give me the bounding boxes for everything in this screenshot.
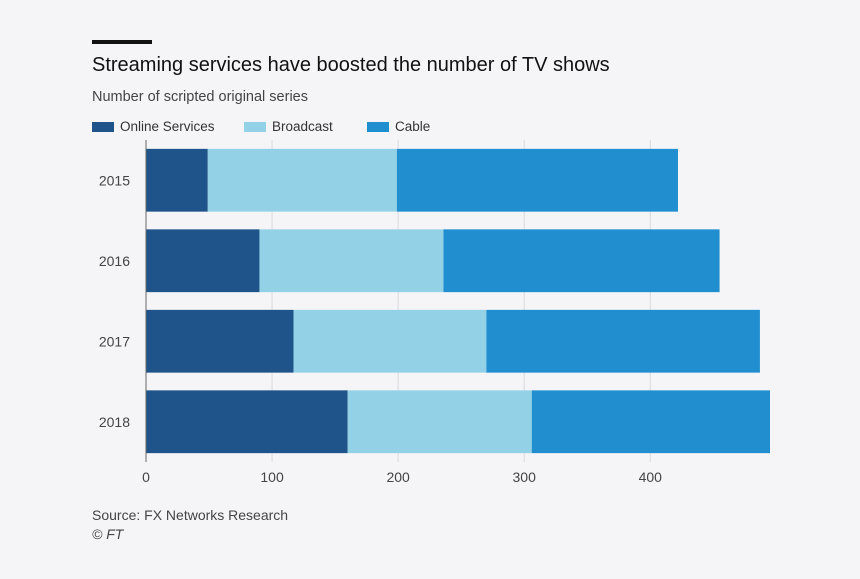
y-tick-label-2017: 2017 (99, 333, 130, 349)
x-tick-label-400: 400 (639, 469, 663, 485)
x-tick-label-200: 200 (386, 469, 410, 485)
legend-swatch-online-services (92, 121, 114, 132)
bar-broadcast-2018 (347, 390, 532, 454)
bar-online-services-2016 (146, 229, 260, 293)
source-note: Source: FX Networks Research (92, 507, 289, 523)
bar-cable-2017 (486, 309, 760, 373)
bar-broadcast-2017 (293, 309, 487, 373)
legend-item-broadcast: Broadcast (244, 119, 333, 134)
x-tick-label-100: 100 (260, 469, 284, 485)
bar-cable-2016 (443, 229, 720, 293)
chart-title: Streaming services have boosted the numb… (92, 54, 610, 76)
bar-cable-2018 (531, 390, 770, 454)
y-tick-label-2018: 2018 (99, 414, 130, 430)
bar-cable-2015 (396, 148, 678, 212)
title-accent-rule (92, 40, 152, 44)
credit-note: © FT (92, 526, 124, 542)
x-tick-label-300: 300 (513, 469, 537, 485)
chart-subtitle: Number of scripted original series (92, 89, 308, 105)
legend-item-cable: Cable (367, 119, 430, 134)
legend-label-cable: Cable (395, 119, 431, 134)
legend-swatch-broadcast (244, 121, 266, 132)
legend-item-online-services: Online Services (92, 119, 215, 134)
bar-broadcast-2016 (259, 229, 444, 293)
bar-online-services-2018 (146, 390, 348, 454)
x-tick-label-0: 0 (142, 469, 150, 485)
legend-label-broadcast: Broadcast (272, 119, 333, 134)
legend-label-online-services: Online Services (120, 119, 215, 134)
y-tick-label-2015: 2015 (99, 172, 130, 188)
bar-broadcast-2015 (207, 148, 397, 212)
bar-online-services-2015 (146, 148, 208, 212)
y-tick-label-2016: 2016 (99, 253, 130, 269)
legend-swatch-cable (367, 121, 389, 132)
bar-online-services-2017 (146, 309, 294, 373)
